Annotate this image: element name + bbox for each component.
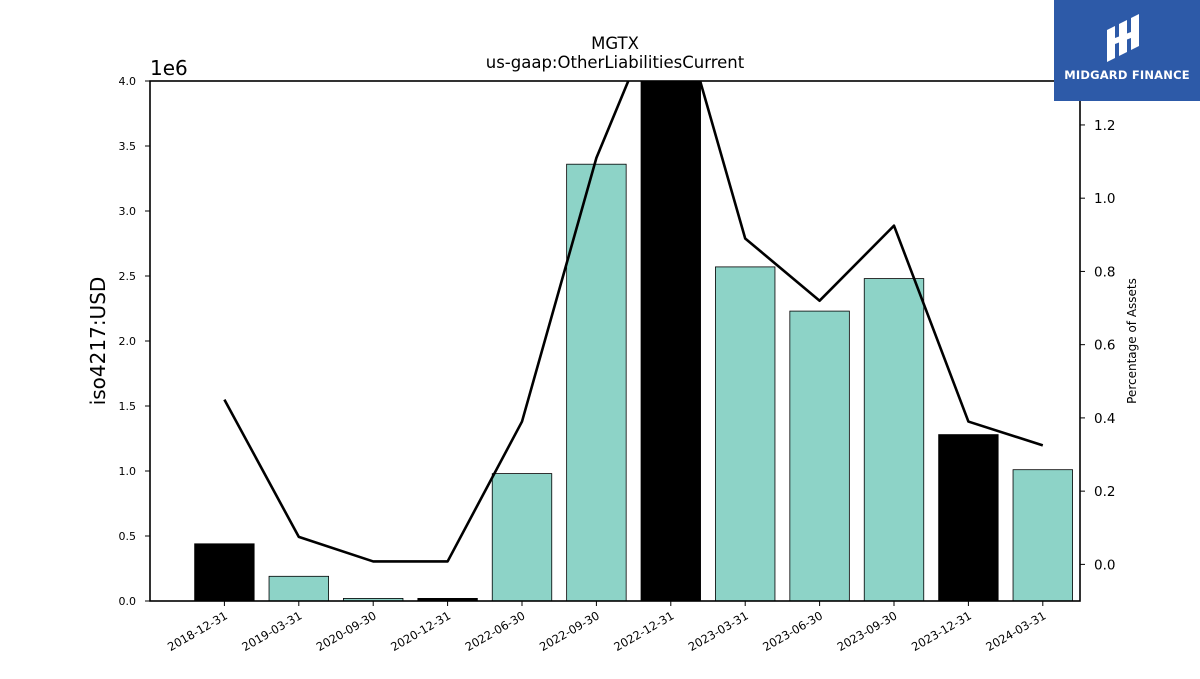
y-offset-label: 1e6 (150, 56, 188, 80)
y-tick-label: 1.0 (119, 465, 137, 478)
chart-subtitle: us-gaap:OtherLiabilitiesCurrent (486, 53, 745, 72)
bar (789, 310, 850, 601)
line-layer (223, 81, 1044, 563)
bar (417, 598, 478, 601)
logo-text: MIDGARD FINANCE (1064, 68, 1190, 82)
y-tick-label: 1.5 (119, 400, 137, 413)
y-tick-label: 0.0 (119, 595, 137, 608)
chart-title: MGTX (591, 34, 639, 53)
y2-axis-label: Percentage of Assets (1125, 278, 1139, 404)
y2-tick-label: 0.0 (1094, 557, 1115, 573)
x-tick-label: 2024-03-31 (983, 608, 1048, 654)
bar (194, 543, 255, 601)
bar (566, 163, 627, 601)
x-tick-label: 2023-03-31 (686, 608, 751, 654)
y2-tick-label: 0.6 (1094, 338, 1115, 354)
bar (343, 598, 404, 601)
logo-mark-icon (1107, 14, 1139, 62)
bar (268, 575, 329, 601)
y-tick-label: 3.0 (119, 205, 137, 218)
y-tick-label: 4.0 (119, 75, 137, 88)
brand-logo: MIDGARD FINANCE (1054, 0, 1200, 101)
bar-layer (194, 81, 1073, 601)
y2-tick-label: 1.0 (1094, 191, 1115, 207)
y2-tick-label: 0.8 (1094, 264, 1115, 280)
bar (863, 278, 925, 601)
x-tick-label: 2020-12-31 (388, 608, 453, 654)
bar (491, 473, 553, 601)
x-tick-label: 2022-12-31 (611, 608, 676, 654)
x-tick-label: 2022-06-30 (463, 608, 528, 654)
x-tick-label: 2022-09-30 (537, 608, 602, 654)
y-tick-label: 2.5 (119, 270, 137, 283)
x-tick-label: 2023-12-31 (909, 608, 974, 654)
y-tick-label: 0.5 (119, 530, 137, 543)
bar (715, 266, 776, 601)
y-tick-label: 3.5 (119, 140, 137, 153)
x-tick-label: 2023-06-30 (760, 608, 825, 654)
x-tick-label: 2018-12-31 (165, 608, 230, 654)
y2-tick-label: 0.4 (1094, 411, 1115, 427)
bar (640, 81, 701, 601)
bar (938, 434, 999, 601)
y2-tick-label: 0.2 (1094, 484, 1115, 500)
x-tick-label: 2023-09-30 (835, 608, 900, 654)
series-line (223, 81, 1044, 563)
y2-tick-label: 1.2 (1094, 118, 1115, 134)
bar (1012, 469, 1073, 601)
x-tick-label: 2019-03-31 (239, 608, 304, 654)
y-axis-label: iso4217:USD (86, 277, 110, 406)
y-tick-label: 2.0 (119, 335, 137, 348)
x-tick-label: 2020-09-30 (314, 608, 379, 654)
